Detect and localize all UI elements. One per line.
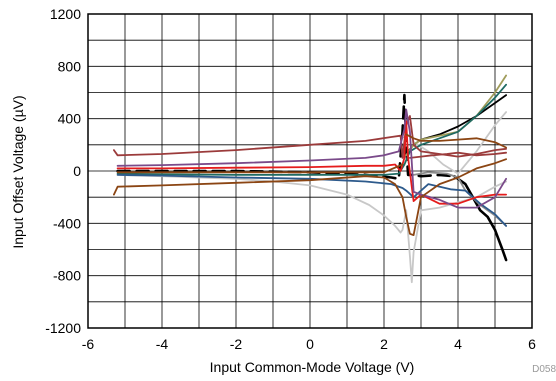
plot-frame (87, 13, 533, 329)
series-line-2 (452, 174, 508, 262)
series-line-7 (405, 74, 508, 157)
y-tick-label: 800 (58, 58, 82, 74)
x-tick-label: -4 (156, 336, 169, 352)
series-line-6 (412, 171, 508, 227)
series-line-15 (113, 158, 508, 237)
x-tick-label: 0 (306, 336, 314, 352)
series-line-8 (408, 83, 508, 153)
y-tick-label: 1200 (50, 6, 81, 22)
series-line-13 (116, 120, 508, 205)
x-tick-labels: -6 -4 -2 0 2 4 6 (82, 336, 536, 352)
y-tick-labels: -1200 -800 -400 0 400 800 1200 (45, 6, 81, 336)
series-line-17 (116, 163, 404, 174)
x-tick-label: -2 (230, 336, 243, 352)
x-tick-label: 4 (454, 336, 462, 352)
x-axis-label: Input Common-Mode Voltage (V) (210, 359, 415, 375)
y-tick-label: -800 (53, 268, 81, 284)
series-line-16 (405, 133, 508, 149)
y-axis-label: Input Offset Voltage (µV) (10, 95, 26, 248)
x-tick-label: -6 (82, 336, 95, 352)
series-line-10 (116, 173, 508, 227)
y-tick-label: -400 (53, 215, 81, 231)
series-line-5 (412, 111, 508, 175)
series-lines (113, 74, 508, 284)
x-tick-label: 6 (528, 336, 536, 352)
series-line-14 (116, 108, 508, 209)
x-tick-label: 2 (380, 336, 388, 352)
y-tick-label: -1200 (45, 320, 81, 336)
figure-id: D058 (532, 364, 556, 375)
series-line-12 (408, 151, 508, 159)
series-line-4 (116, 173, 508, 284)
series-line-9 (116, 150, 411, 176)
y-tick-label: 0 (73, 163, 81, 179)
y-tick-label: 400 (58, 111, 82, 127)
